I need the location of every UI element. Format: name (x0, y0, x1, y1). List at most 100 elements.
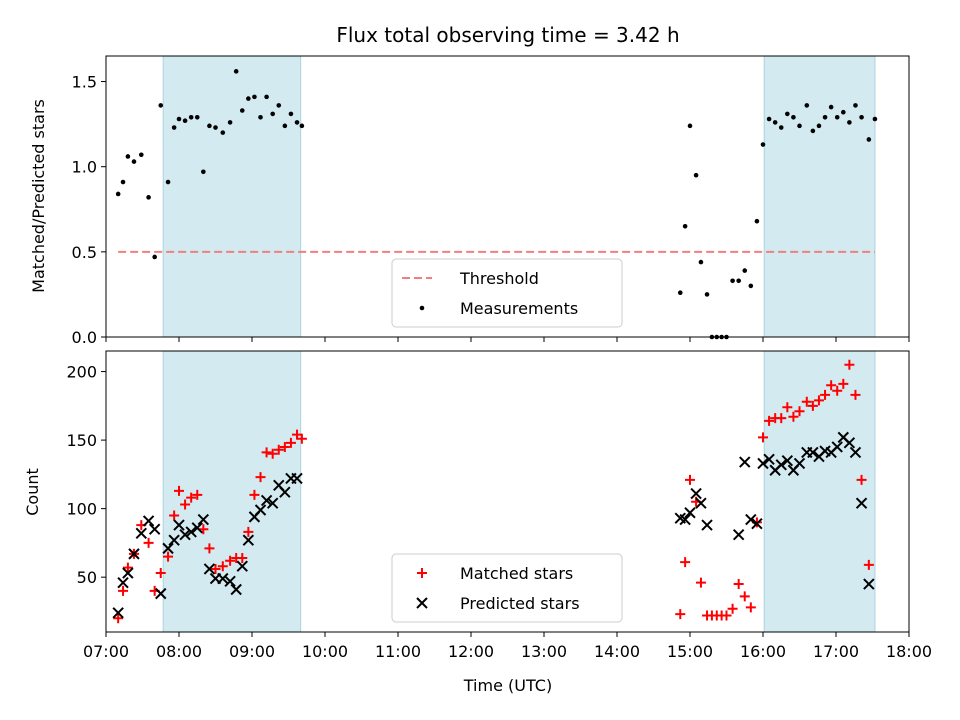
measurement-point (201, 169, 206, 175)
matched-point (113, 613, 124, 624)
predicted-point (793, 457, 806, 470)
predicted-point (185, 526, 197, 538)
ratio-series-1 (115, 69, 878, 340)
predicted-point (695, 497, 707, 509)
matched-point (856, 474, 867, 485)
measurement-point (754, 218, 760, 224)
predicted-point (679, 513, 691, 526)
measurement-point (288, 111, 294, 117)
count-shaded-interval-2 (763, 350, 876, 633)
predicted-point (224, 575, 236, 587)
x-tick-label: 18:00 (886, 642, 932, 661)
measurement-point (693, 172, 699, 178)
matched-point (225, 555, 236, 566)
x-tick-label: 07:00 (83, 642, 129, 661)
predicted-point (279, 486, 291, 498)
matched-point (169, 510, 180, 521)
ratio-y-tick-label: 0.5 (72, 243, 97, 262)
predicted-point (807, 446, 819, 459)
ratio-shaded-interval-2 (763, 55, 876, 338)
matched-point (863, 559, 874, 570)
measurement-point (176, 116, 182, 122)
legend-label: Measurements (460, 299, 578, 318)
matched-point (204, 543, 215, 554)
measurement-point (859, 115, 864, 120)
predicted-point (236, 560, 248, 572)
measurement-point (677, 290, 683, 296)
predicted-point (855, 497, 868, 509)
predicted-point (112, 607, 124, 619)
measurement-point (131, 159, 137, 164)
matched-point (820, 389, 831, 400)
measurement-point (252, 94, 257, 100)
predicted-point (843, 437, 856, 449)
matched-point (695, 577, 706, 588)
legend-label: Matched stars (460, 564, 573, 583)
predicted-point (701, 519, 713, 531)
matched-point (739, 591, 750, 602)
measurement-point (766, 116, 772, 122)
ratio-y-tick-label: 1.0 (72, 158, 97, 177)
matched-point (794, 406, 805, 417)
matched-point (758, 432, 768, 443)
measurement-point (841, 109, 846, 115)
measurement-point (687, 123, 693, 129)
matched-point (155, 568, 166, 579)
legend-box (391, 553, 623, 623)
measurement-point (115, 191, 121, 197)
measurement-point (778, 125, 784, 130)
matched-point (180, 499, 191, 510)
x-tick-label: 15:00 (667, 642, 713, 661)
count-series-2 (112, 431, 875, 619)
measurement-point (791, 115, 796, 120)
matched-point (826, 380, 837, 391)
ratio-y-tick-label: 0.0 (72, 328, 97, 347)
count-y-tick-label: 200 (66, 363, 97, 382)
ratio-legend: Threshold Measurements (391, 258, 623, 328)
measurement-point (847, 120, 852, 125)
predicted-point (168, 534, 180, 546)
matched-point (838, 378, 849, 389)
legend-box (391, 258, 623, 328)
predicted-point (122, 567, 134, 579)
count-y-tick-label: 100 (66, 500, 97, 519)
measurement-point (171, 125, 177, 130)
predicted-point (757, 457, 769, 470)
measurement-point (682, 224, 688, 229)
measurement-point (810, 128, 816, 134)
measurement-point (158, 103, 164, 108)
predicted-point (162, 542, 174, 555)
predicted-point (763, 453, 775, 465)
predicted-point (690, 487, 702, 500)
predicted-point (179, 528, 191, 541)
matched-point (143, 537, 154, 548)
count-legend: Matched stars Predicted stars (391, 553, 623, 623)
matched-point (267, 448, 278, 459)
matched-point (163, 551, 174, 562)
predicted-point (128, 548, 140, 560)
measurement-point (828, 104, 834, 110)
count-y-tick-label: 150 (66, 431, 97, 450)
measurement-point (182, 118, 188, 124)
matched-point (832, 385, 843, 396)
predicted-point (148, 523, 161, 535)
measurement-point (822, 115, 828, 120)
measurement-point (233, 69, 239, 74)
predicted-point (775, 459, 787, 471)
measurement-point (165, 179, 171, 185)
measurement-point (194, 115, 200, 120)
ratio-y-tick-label: 1.5 (72, 73, 97, 92)
x-tick-label: 10:00 (302, 642, 348, 661)
measurement-point (704, 292, 710, 297)
matched-point (255, 472, 266, 483)
predicted-point (135, 527, 147, 540)
measurement-point (866, 137, 872, 142)
matched-point (745, 602, 756, 613)
predicted-point (684, 507, 696, 519)
predicted-point (732, 528, 745, 541)
measurement-point (188, 115, 194, 120)
predicted-point (217, 572, 229, 585)
predicted-point (863, 578, 875, 590)
ratio-panel: 0.0 0.5 1.0 1.5 Threshold Measurements (72, 55, 910, 347)
predicted-point (191, 522, 203, 534)
